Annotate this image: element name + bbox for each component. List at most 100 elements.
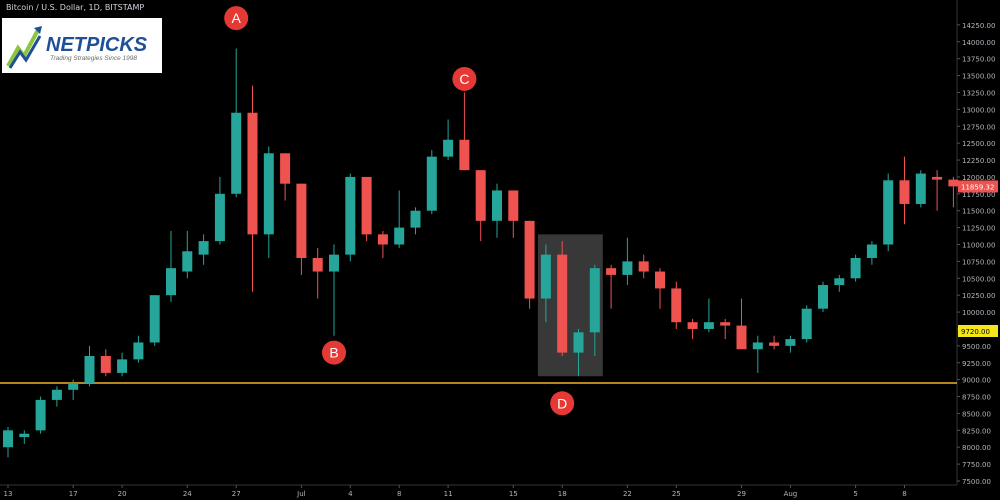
- x-tick-label: 25: [672, 490, 681, 498]
- y-tick-label: 10500.00: [962, 275, 995, 283]
- candle-body: [818, 285, 828, 309]
- candle-body: [492, 190, 502, 221]
- candle-body: [687, 322, 698, 329]
- candle-body: [133, 342, 144, 360]
- candle-body: [883, 180, 894, 245]
- candle-body: [589, 268, 600, 333]
- x-tick-label: Aug: [784, 490, 798, 498]
- candle-body: [166, 268, 176, 296]
- x-tick-label: 8: [397, 490, 401, 498]
- netpicks-logo: NETPICKS Trading Strategies Since 1998: [2, 18, 162, 73]
- candle-body: [540, 254, 551, 299]
- x-tick-label: 27: [232, 490, 241, 498]
- y-tick-label: 9000.00: [962, 377, 991, 385]
- y-tick-label: 10750.00: [962, 258, 995, 266]
- annotation-label: B: [329, 345, 338, 361]
- candle-body: [834, 278, 845, 286]
- y-tick-label: 14000.00: [962, 39, 995, 47]
- y-tick-label: 8250.00: [962, 427, 991, 435]
- y-tick-label: 11500.00: [962, 208, 995, 216]
- candle-body: [231, 112, 242, 194]
- marker-price-badge: 9720.00: [961, 328, 990, 336]
- candle-body: [35, 399, 46, 431]
- candle-body: [51, 389, 62, 400]
- candle-body: [345, 176, 356, 255]
- y-tick-label: 13000.00: [962, 106, 995, 114]
- y-tick-label: 9250.00: [962, 360, 991, 368]
- x-tick-label: 18: [558, 490, 567, 498]
- logo-arrow-icon: [6, 26, 42, 69]
- candle-body: [19, 433, 30, 438]
- candle-body: [508, 190, 519, 221]
- current-price-badge: 11859.32: [961, 183, 994, 191]
- candle-body: [214, 193, 225, 242]
- candle-body: [410, 210, 421, 228]
- y-tick-label: 12250.00: [962, 157, 995, 165]
- candle-body: [801, 308, 812, 340]
- annotation-circle: [452, 66, 477, 91]
- candle-body: [100, 355, 111, 373]
- y-tick-label: 13500.00: [962, 73, 995, 81]
- marker-price-badge-bg: [958, 324, 998, 337]
- candle-body: [622, 261, 633, 275]
- candle-body: [475, 170, 486, 221]
- candle-body: [671, 288, 682, 323]
- x-tick-label: 15: [509, 490, 518, 498]
- candle-body: [752, 342, 763, 350]
- x-tick-label: 24: [183, 490, 192, 498]
- x-tick-label: Jul: [296, 490, 306, 498]
- y-tick-label: 10000.00: [962, 309, 995, 317]
- candle-body: [312, 258, 323, 272]
- candle-body: [606, 268, 617, 275]
- candle-body: [703, 322, 714, 329]
- candle-body: [198, 241, 209, 255]
- y-tick-label: 8500.00: [962, 410, 991, 418]
- annotation-label: C: [459, 71, 469, 87]
- candle-body: [866, 244, 877, 259]
- candle-body: [247, 112, 258, 235]
- candle-body: [573, 332, 584, 353]
- x-tick-label: 8: [902, 490, 906, 498]
- x-tick-label: 29: [737, 490, 746, 498]
- candle-body: [720, 322, 731, 326]
- candle-body: [769, 342, 780, 346]
- y-tick-label: 12000.00: [962, 174, 995, 182]
- candle-body: [850, 258, 861, 279]
- x-tick-label: 17: [69, 490, 78, 498]
- candle-body: [426, 156, 437, 211]
- y-tick-label: 8000.00: [962, 444, 991, 452]
- x-tick-label: 4: [348, 490, 353, 498]
- x-tick-label: 20: [118, 490, 127, 498]
- candle-body: [459, 139, 470, 171]
- candle-body: [932, 176, 943, 180]
- x-tick-label: 11: [444, 490, 453, 498]
- candle-body: [117, 359, 128, 373]
- candle-body: [361, 176, 372, 235]
- y-tick-label: 9500.00: [962, 343, 991, 351]
- annotation-circle: [550, 391, 575, 416]
- candle-body: [263, 153, 274, 235]
- y-tick-label: 11750.00: [962, 191, 995, 199]
- candle-body: [899, 180, 910, 204]
- chart-title: Bitcoin / U.S. Dollar, 1D, BITSTAMP: [6, 3, 145, 12]
- y-tick-label: 12750.00: [962, 123, 995, 131]
- y-tick-label: 11000.00: [962, 242, 995, 250]
- candle-body: [280, 153, 291, 184]
- candle-body: [182, 251, 193, 272]
- candle-body: [377, 234, 388, 245]
- y-tick-label: 7750.00: [962, 461, 991, 469]
- x-tick-label: 13: [4, 490, 13, 498]
- candle-body: [3, 430, 13, 448]
- candle-body: [557, 254, 568, 353]
- candle-body: [68, 383, 79, 390]
- candle-body: [149, 295, 160, 343]
- y-tick-label: 14250.00: [962, 22, 995, 30]
- candle-body: [84, 355, 95, 384]
- candle-body: [394, 227, 405, 245]
- y-tick-label: 10250.00: [962, 292, 995, 300]
- y-tick-label: 13250.00: [962, 89, 995, 97]
- candle-body: [329, 254, 339, 272]
- logo-tagline: Trading Strategies Since 1998: [50, 55, 137, 62]
